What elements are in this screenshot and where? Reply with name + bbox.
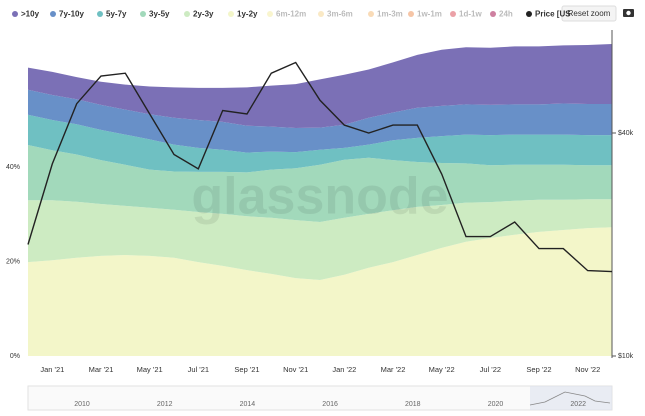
x-tick-label: Sep '22 bbox=[526, 365, 551, 374]
x-tick-label: May '22 bbox=[429, 365, 455, 374]
navigator-label: 2016 bbox=[322, 401, 338, 408]
x-tick-label: Jul '22 bbox=[480, 365, 501, 374]
navigator-label: 2022 bbox=[570, 401, 586, 408]
y-tick-label: 40% bbox=[6, 164, 20, 171]
legend-item[interactable]: Price [US bbox=[526, 10, 571, 19]
legend-label: 6m-12m bbox=[276, 10, 306, 19]
area bbox=[28, 44, 612, 128]
legend-item[interactable]: 7y-10y bbox=[50, 10, 84, 19]
legend-label: 7y-10y bbox=[59, 10, 84, 19]
area bbox=[28, 114, 612, 173]
x-tick-label: Jan '21 bbox=[40, 365, 64, 374]
navigator-selection[interactable] bbox=[530, 386, 612, 410]
legend-label: 5y-7y bbox=[106, 10, 127, 19]
y2-tick-label: $10k bbox=[618, 353, 634, 360]
camera-icon[interactable] bbox=[623, 9, 634, 17]
legend-item[interactable]: 3y-5y bbox=[140, 10, 170, 19]
legend-item[interactable]: 24h bbox=[490, 10, 513, 19]
area bbox=[28, 145, 612, 222]
legend-marker bbox=[12, 11, 18, 17]
legend-item[interactable]: 3m-6m bbox=[318, 10, 353, 19]
legend-label: 1y-2y bbox=[237, 10, 258, 19]
legend-label: 1w-1m bbox=[417, 10, 442, 19]
legend-marker bbox=[490, 11, 496, 17]
y2-tick-label: $40k bbox=[618, 130, 634, 137]
legend-marker bbox=[318, 11, 324, 17]
legend-label: 1m-3m bbox=[377, 10, 403, 19]
legend-marker bbox=[408, 11, 414, 17]
legend-item[interactable]: 1w-1m bbox=[408, 10, 442, 19]
legend-marker bbox=[184, 11, 190, 17]
x-tick-label: Mar '22 bbox=[381, 365, 406, 374]
legend-label: 3m-6m bbox=[327, 10, 353, 19]
reset-zoom-label[interactable]: Reset zoom bbox=[568, 9, 611, 18]
navigator-line bbox=[529, 391, 611, 406]
legend-label: 24h bbox=[499, 10, 513, 19]
legend-item[interactable]: 1y-2y bbox=[228, 10, 258, 19]
y-tick-label: 20% bbox=[6, 258, 20, 265]
areas bbox=[28, 44, 612, 356]
navigator-label: 2020 bbox=[488, 401, 504, 408]
legend-marker bbox=[526, 11, 532, 17]
legend-item[interactable]: 2y-3y bbox=[184, 10, 214, 19]
legend-label: Price [US bbox=[535, 10, 571, 19]
watermark: glassnode bbox=[191, 168, 448, 226]
legend-item[interactable]: 6m-12m bbox=[267, 10, 306, 19]
legend-label: >10y bbox=[21, 10, 40, 19]
x-tick-label: May '21 bbox=[137, 365, 163, 374]
legend-marker bbox=[228, 11, 234, 17]
legend-item[interactable]: 1d-1w bbox=[450, 10, 482, 19]
legend-marker bbox=[50, 11, 56, 17]
x-tick-label: Nov '21 bbox=[283, 365, 308, 374]
legend-label: 3y-5y bbox=[149, 10, 170, 19]
area bbox=[28, 89, 612, 153]
legend-item[interactable]: 5y-7y bbox=[97, 10, 127, 19]
legend-marker bbox=[450, 11, 456, 17]
navigator-label: 2018 bbox=[405, 401, 421, 408]
y-tick-label: 0% bbox=[10, 353, 20, 360]
navigator[interactable] bbox=[27, 385, 613, 411]
x-tick-label: Jul '21 bbox=[188, 365, 209, 374]
navigator-label: 2012 bbox=[157, 401, 173, 408]
legend-marker bbox=[267, 11, 273, 17]
legend-label: 2y-3y bbox=[193, 10, 214, 19]
area bbox=[28, 227, 612, 356]
reset-zoom-button[interactable] bbox=[561, 5, 617, 22]
x-tick-label: Sep '21 bbox=[234, 365, 259, 374]
legend-marker bbox=[140, 11, 146, 17]
price-line bbox=[27, 61, 613, 273]
area bbox=[28, 199, 612, 280]
x-tick-label: Nov '22 bbox=[575, 365, 600, 374]
legend-marker bbox=[368, 11, 374, 17]
x-tick-label: Jan '22 bbox=[332, 365, 356, 374]
navigator-label: 2010 bbox=[74, 401, 90, 408]
legend-item[interactable]: >10y bbox=[12, 10, 40, 19]
legend-label: 1d-1w bbox=[459, 10, 482, 19]
navigator-label: 2014 bbox=[240, 401, 256, 408]
legend-item[interactable]: 1m-3m bbox=[368, 10, 403, 19]
x-tick-label: Mar '21 bbox=[89, 365, 114, 374]
legend-marker bbox=[97, 11, 103, 17]
